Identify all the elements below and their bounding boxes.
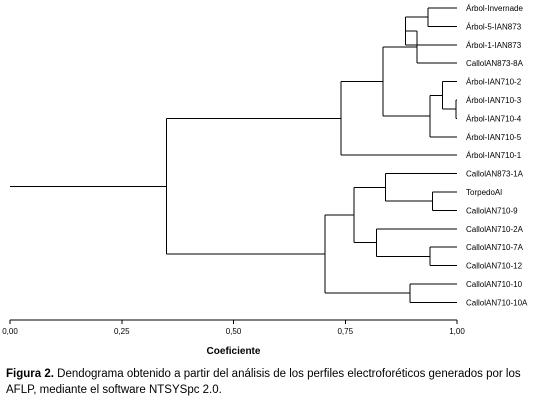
leaf-label: Árbol-1-IAN873 — [466, 41, 522, 50]
leaf-label: CallolAN710-12 — [466, 262, 523, 271]
axis-tick-label: 0,75 — [337, 327, 353, 336]
leaf-label: CallolAN873-1A — [466, 170, 524, 179]
leaf-label: CallolAN710-2A — [466, 225, 524, 234]
axis-title: Coeficiente — [207, 346, 261, 357]
figure-caption: Figura 2. Dendograma obtenido a partir d… — [6, 366, 538, 398]
dendrogram: Árbol-Invernade Árbol-5-IAN873 Árbol-1-IAN… — [2, 4, 528, 357]
leaf-label: CallolAN710-7A — [466, 243, 524, 252]
leaf-label: CallolAN710-9 — [466, 206, 518, 215]
leaf-label: Árbol-IAN710-3 — [466, 96, 522, 105]
axis-tick-label: 0,50 — [226, 327, 242, 336]
leaf-label: CallolAN710-10 — [466, 280, 523, 289]
dendrogram-branches — [10, 7, 457, 303]
leaf-label: Árbol-IAN710-5 — [466, 133, 522, 142]
leaf-label: CallolAN873-8A — [466, 59, 524, 68]
figure-caption-text: Dendograma obtenido a partir del análisi… — [6, 368, 521, 396]
leaf-label: Árbol-IAN710-1 — [466, 151, 522, 160]
leaf-label: Árbol-Invernade — [466, 4, 523, 13]
leaf-label: CallolAN710-10A — [466, 298, 528, 307]
leaf-labels: Árbol-Invernade Árbol-5-IAN873 Árbol-1-IAN… — [466, 4, 528, 307]
axis-tick-label: 1,00 — [449, 327, 465, 336]
leaf-label: Árbol-IAN710-2 — [466, 78, 522, 87]
coefficient-axis: 0,00 0,25 0,50 0,75 1,00 Coeficiente — [2, 319, 465, 357]
leaf-label: TorpedoAl — [466, 188, 502, 197]
leaf-label: Árbol-5-IAN873 — [466, 22, 522, 31]
axis-ticks: 0,00 0,25 0,50 0,75 1,00 — [2, 320, 465, 336]
figure-label: Figura 2. — [6, 368, 54, 380]
axis-tick-label: 0,25 — [114, 327, 130, 336]
leaf-label: Árbol-IAN710-4 — [466, 114, 522, 123]
axis-tick-label: 0,00 — [2, 327, 18, 336]
